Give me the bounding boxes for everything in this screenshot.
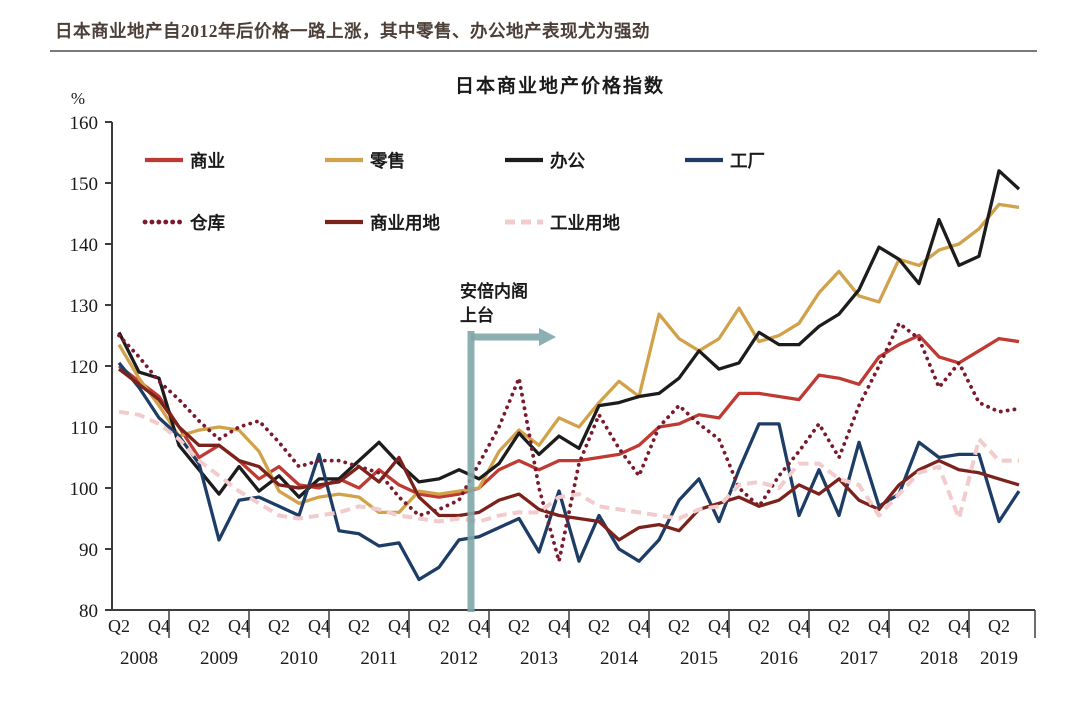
y-tick-label: 140 bbox=[70, 235, 99, 256]
legend-label-commercial: 商业 bbox=[190, 151, 225, 171]
x-year-label: 2016 bbox=[760, 648, 798, 669]
x-quarter-label: Q4 bbox=[388, 616, 410, 636]
x-quarter-label: Q2 bbox=[348, 616, 370, 636]
y-tick-label: 90 bbox=[79, 540, 98, 561]
x-quarter-label: Q2 bbox=[908, 616, 930, 636]
y-tick-label: 150 bbox=[70, 174, 99, 195]
series-industrial-land bbox=[118, 409, 1019, 524]
series-office bbox=[117, 169, 1021, 499]
y-tick-label: 110 bbox=[70, 418, 98, 439]
x-year-label: 2011 bbox=[360, 648, 397, 669]
x-quarter-label: Q2 bbox=[268, 616, 290, 636]
y-tick-label: 80 bbox=[79, 601, 98, 622]
x-quarter-label: Q2 bbox=[428, 616, 450, 636]
legend-label-commercial-land: 商业用地 bbox=[370, 213, 440, 233]
title-divider bbox=[50, 50, 1037, 52]
x-year-label: 2015 bbox=[680, 648, 718, 669]
y-tick-label: 130 bbox=[70, 296, 99, 317]
x-quarter-label: Q2 bbox=[508, 616, 530, 636]
series-commercial bbox=[117, 333, 1020, 499]
x-year-label: 2018 bbox=[920, 648, 958, 669]
x-quarter-label: Q2 bbox=[668, 616, 690, 636]
abe-event-label: 安倍内阁 bbox=[460, 281, 528, 301]
y-axis-unit-label: % bbox=[71, 89, 85, 108]
legend-label-industrial-land: 工业用地 bbox=[550, 213, 620, 233]
x-quarter-label: Q4 bbox=[308, 616, 330, 636]
x-quarter-label: Q4 bbox=[468, 616, 490, 636]
x-quarter-label: Q4 bbox=[548, 616, 570, 636]
x-quarter-label: Q2 bbox=[828, 616, 850, 636]
y-tick-label: 100 bbox=[70, 479, 99, 500]
x-quarter-label: Q4 bbox=[708, 616, 730, 636]
x-year-label: 2017 bbox=[840, 648, 878, 669]
x-year-label: 2019 bbox=[980, 648, 1018, 669]
series-lines bbox=[117, 169, 1021, 582]
series-commercial-land bbox=[118, 367, 1020, 542]
x-year-label: 2012 bbox=[440, 648, 478, 669]
y-tick-label: 120 bbox=[70, 357, 99, 378]
report-title: 日本商业地产自2012年后价格一路上涨，其中零售、办公地产表现尤为强劲 bbox=[55, 21, 650, 41]
x-year-label: 2014 bbox=[600, 648, 639, 669]
y-tick-label: 160 bbox=[70, 113, 99, 134]
legend-label-factory: 工厂 bbox=[730, 151, 765, 171]
x-year-label: 2013 bbox=[520, 648, 558, 669]
abe-event-arrow-head bbox=[539, 328, 556, 346]
axes: 80 90 100 110 120 130 140 150 160 Q2 Q4 2008 Q2 Q4 200… bbox=[70, 113, 1036, 669]
x-year-label: 2008 bbox=[120, 648, 158, 669]
x-quarter-label: Q4 bbox=[228, 616, 250, 636]
x-quarter-label: Q2 bbox=[588, 616, 610, 636]
series-warehouse bbox=[117, 321, 1021, 564]
legend-label-retail: 零售 bbox=[369, 151, 405, 171]
x-quarter-label: Q4 bbox=[788, 616, 810, 636]
x-quarter-label: Q4 bbox=[948, 616, 970, 636]
legend-label-warehouse: 仓库 bbox=[189, 213, 225, 233]
x-year-label: 2010 bbox=[280, 648, 318, 669]
x-year-label: 2009 bbox=[200, 648, 238, 669]
x-quarter-label: Q2 bbox=[988, 616, 1010, 636]
x-quarter-label: Q2 bbox=[748, 616, 770, 636]
legend-label-office: 办公 bbox=[550, 151, 585, 171]
abe-event-label: 上台 bbox=[460, 305, 494, 325]
x-quarter-label: Q2 bbox=[108, 616, 130, 636]
x-quarter-label: Q4 bbox=[148, 616, 170, 636]
series-factory bbox=[117, 361, 1021, 582]
x-quarter-label: Q4 bbox=[628, 616, 650, 636]
x-quarter-label: Q2 bbox=[188, 616, 210, 636]
chart-title: 日本商业地产价格指数 bbox=[455, 74, 665, 97]
series-retail bbox=[117, 202, 1020, 515]
x-quarter-label: Q4 bbox=[868, 616, 890, 636]
